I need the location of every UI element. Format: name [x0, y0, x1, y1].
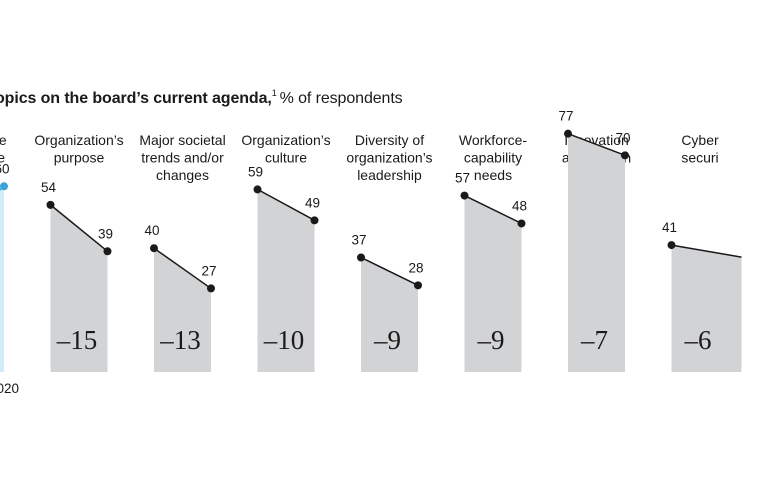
value-label: 59	[248, 164, 263, 179]
data-point	[150, 244, 158, 253]
slope-line	[153, 247, 212, 290]
change-label: –7	[580, 325, 608, 355]
value-label: 49	[305, 195, 320, 210]
slope-line	[567, 132, 626, 157]
category-label: Diversity of	[355, 132, 424, 148]
value-label: 48	[512, 198, 527, 213]
panel-7: Cyber securi 41 –6	[662, 132, 742, 372]
value-label: 28	[408, 260, 423, 275]
area-fill	[257, 189, 315, 372]
value-label: 70	[615, 130, 630, 145]
value-label: 57	[455, 171, 470, 186]
panel-6: Innovationand growth7770–7	[558, 109, 631, 372]
area-fill	[0, 186, 4, 372]
category-label: capability	[464, 150, 522, 166]
year-label-end: 2020	[0, 381, 19, 396]
slope-line	[257, 188, 315, 222]
data-point	[357, 253, 365, 262]
area-fill	[50, 204, 108, 372]
category-label: leadership	[357, 167, 422, 183]
data-point	[46, 200, 55, 209]
data-point	[0, 182, 8, 191]
slope-line	[50, 204, 108, 252]
panel-0: Corporateresilience4460+160192020	[0, 132, 19, 396]
value-label: 37	[351, 232, 366, 247]
change-label: –9	[477, 325, 505, 355]
value-label: 27	[201, 263, 216, 278]
slope-line	[360, 256, 419, 287]
category-label: needs	[474, 167, 512, 183]
category-label: Cyber	[681, 132, 719, 148]
data-point	[207, 284, 215, 293]
data-point	[564, 129, 572, 138]
category-label: culture	[265, 150, 307, 166]
category-label: Corporate	[0, 132, 7, 148]
slope-line	[464, 194, 522, 225]
category-label: purpose	[54, 150, 105, 166]
data-point	[414, 281, 422, 290]
title-footnote-marker: 1	[271, 88, 277, 98]
value-label: 39	[98, 226, 113, 241]
category-label: trends and/or	[141, 150, 224, 166]
category-label: Organization’s	[241, 132, 330, 148]
change-label: –9	[373, 325, 401, 355]
category-label: Organization’s	[34, 132, 123, 148]
value-label: 60	[0, 161, 10, 176]
area-fill	[361, 257, 418, 372]
category-label: Major societal	[139, 132, 225, 148]
area-fill	[464, 195, 522, 372]
change-label: –15	[56, 325, 98, 355]
data-point	[517, 219, 526, 228]
data-point	[621, 151, 629, 160]
data-point	[103, 247, 112, 256]
category-label: securi	[681, 150, 718, 166]
area-fill	[671, 245, 742, 372]
category-label: changes	[156, 167, 209, 183]
data-point	[460, 191, 469, 200]
data-point	[310, 216, 319, 225]
value-label: 41	[662, 220, 677, 235]
panel-1: Organization’s purpose 54 39 –15	[34, 132, 124, 372]
data-point	[667, 241, 676, 250]
value-label: 54	[41, 180, 57, 195]
chart-title-main: opics on the board’s current agenda,	[0, 90, 272, 107]
category-label: organization’s	[346, 150, 432, 166]
chart-title-unit: % of respondents	[279, 90, 403, 107]
change-label: –10	[263, 325, 305, 355]
value-label: 77	[558, 109, 573, 124]
chart-title: opics on the board’s current agenda,1% o…	[0, 88, 403, 108]
slope-line	[671, 244, 742, 258]
change-label: –6	[684, 325, 712, 355]
area-fill	[568, 133, 625, 372]
category-label: Workforce-	[459, 132, 528, 148]
category-label: resilience	[0, 150, 5, 166]
change-label: –13	[159, 325, 201, 355]
data-point	[253, 185, 262, 194]
value-label: 40	[144, 223, 159, 238]
